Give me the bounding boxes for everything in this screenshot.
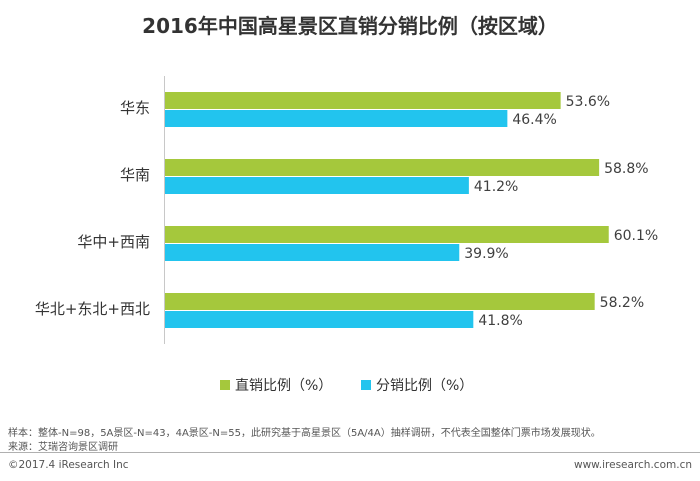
- bar: [164, 311, 474, 328]
- bar-chart: 华东 53.6% 46.4% 华南 58.8% 41.2% 华中+西南 60.1% 39.9% 华…: [35, 76, 658, 394]
- legend-label: 直销比例（%）: [235, 377, 332, 394]
- data-label: 53.6%: [566, 94, 610, 110]
- sample-note: 样本：整体-N=98，5A景区-N=43，4A景区-N=55，此研究基于高星景区…: [8, 428, 601, 439]
- copyright-text: ©2017.4 iResearch Inc: [8, 459, 129, 471]
- data-label: 41.8%: [478, 313, 522, 329]
- category-label: 华北+东北+西北: [35, 300, 150, 318]
- source-note: 来源：艾瑞咨询景区调研: [8, 442, 118, 453]
- website-text: www.iresearch.com.cn: [573, 459, 692, 471]
- bar: [164, 177, 469, 194]
- category-label: 华中+西南: [77, 233, 150, 251]
- footer-divider: [0, 452, 700, 453]
- bar: [164, 244, 460, 261]
- legend-label: 分销比例（%）: [376, 378, 473, 394]
- bar: [164, 159, 600, 176]
- data-label: 41.2%: [474, 179, 518, 195]
- bar: [164, 293, 595, 310]
- category-label: 华东: [120, 99, 150, 117]
- data-label: 58.2%: [600, 295, 644, 311]
- category-label: 华南: [120, 166, 150, 184]
- chart-title: 2016年中国高星景区直销分销比例（按区域）: [142, 14, 558, 38]
- data-label: 46.4%: [512, 112, 556, 128]
- data-label: 58.8%: [604, 161, 648, 177]
- bar: [164, 92, 561, 109]
- legend-swatch: [361, 380, 371, 390]
- legend-swatch: [220, 380, 230, 390]
- data-label: 39.9%: [464, 246, 508, 262]
- bar: [164, 110, 508, 127]
- data-label: 60.1%: [614, 228, 658, 244]
- bar: [164, 226, 609, 243]
